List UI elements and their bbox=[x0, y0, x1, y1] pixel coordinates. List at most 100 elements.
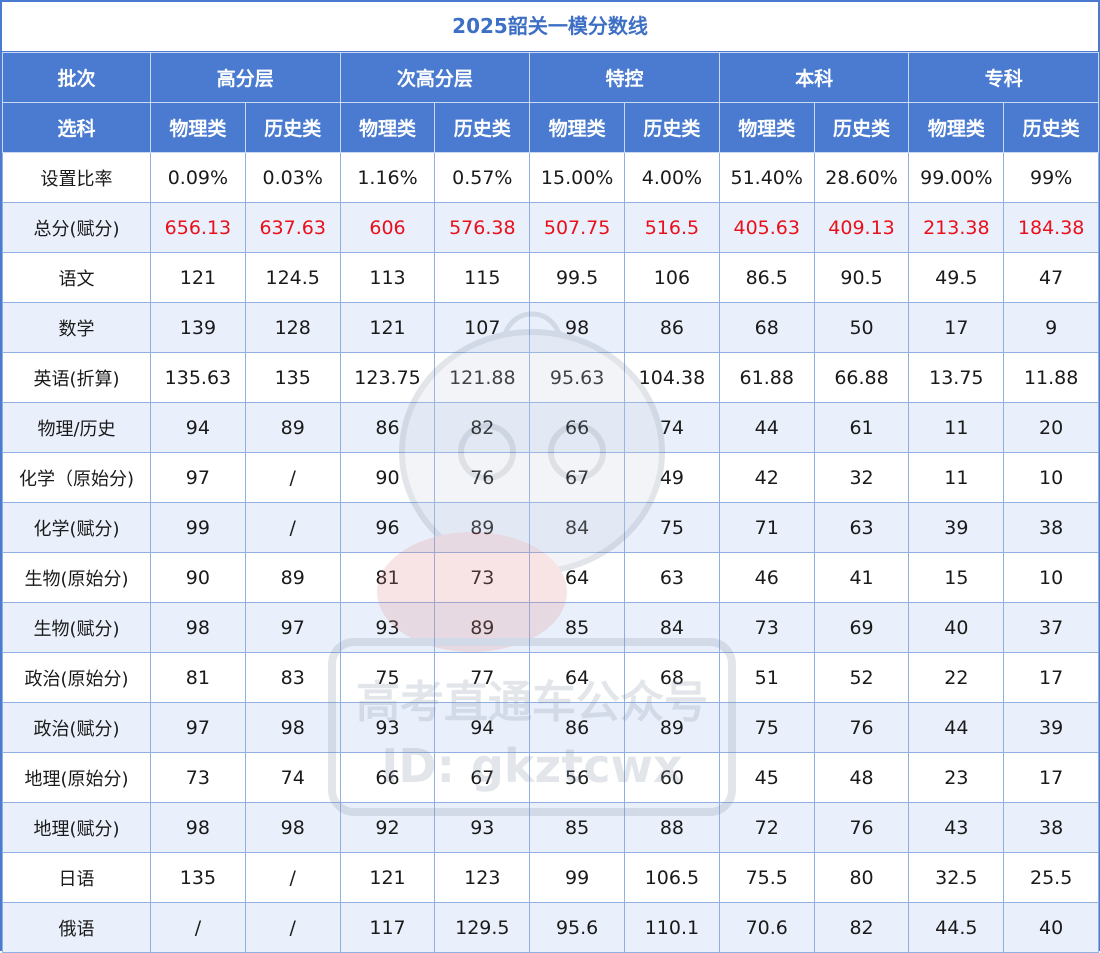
score-cell: 121 bbox=[339, 302, 436, 353]
score-cell: 66 bbox=[529, 402, 626, 453]
table-row: 化学(赋分) 99/96 89 84 75 71 63 39 38 bbox=[2, 502, 1100, 553]
score-cell: 83 bbox=[244, 652, 341, 703]
score-cell: 98 bbox=[244, 702, 341, 753]
score-cell: / bbox=[150, 902, 246, 953]
score-cell: 90 bbox=[150, 552, 246, 603]
page-title: 2025韶关一模分数线 bbox=[2, 2, 1098, 52]
header-batch-label: 批次 bbox=[2, 52, 151, 103]
score-cell: 15 bbox=[908, 552, 1005, 603]
table-body: 设置比率 0.09% 0.03% 1.16% 0.57% 15.00% 4.00% 51.40… bbox=[2, 152, 1100, 953]
header-subject: 物理类 bbox=[718, 102, 815, 153]
score-cell: 39 bbox=[908, 502, 1005, 553]
table-row: 俄语 //117 129.5 95.6 110.1 70.6 82 44.5 40 bbox=[2, 902, 1100, 953]
row-label: 设置比率 bbox=[2, 152, 151, 203]
score-cell: 60 bbox=[624, 752, 720, 803]
header-row-batch: 批次 高分层 次高分层 特控 本科 专科 bbox=[2, 52, 1100, 103]
header-subject: 历史类 bbox=[624, 102, 720, 153]
table-row: 日语 135/121 123 99 106.5 75.5 80 32.5 25.5 bbox=[2, 852, 1100, 903]
score-cell: 656.13 bbox=[150, 202, 246, 253]
score-cell: 82 bbox=[434, 402, 531, 453]
score-cell: 0.09% bbox=[150, 152, 246, 203]
score-cell: 41 bbox=[813, 552, 910, 603]
row-label: 生物(原始分) bbox=[2, 552, 151, 603]
score-cell: 99% bbox=[1003, 152, 1100, 203]
score-cell: 106 bbox=[624, 252, 720, 303]
header-subject: 历史类 bbox=[434, 102, 531, 153]
score-cell: 4.00% bbox=[624, 152, 720, 203]
table-row: 英语(折算) 135.63 135 123.75 121.88 95.63 104.38 61… bbox=[2, 352, 1100, 403]
score-cell: 106.5 bbox=[624, 852, 720, 903]
header-group: 高分层 bbox=[150, 52, 341, 103]
score-cell: 121 bbox=[150, 252, 246, 303]
score-cell: 66.88 bbox=[813, 352, 910, 403]
score-cell: / bbox=[244, 902, 341, 953]
table-row: 政治(赋分) 97 98 93 94 86 89 75 76 44 39 bbox=[2, 702, 1100, 753]
score-cell: 81 bbox=[150, 652, 246, 703]
score-cell: 213.38 bbox=[908, 202, 1005, 253]
score-cell: 48 bbox=[813, 752, 910, 803]
score-cell: 128 bbox=[244, 302, 341, 353]
score-cell: 38 bbox=[1003, 502, 1100, 553]
score-cell: 68 bbox=[624, 652, 720, 703]
score-cell: 75 bbox=[718, 702, 815, 753]
score-cell: 63 bbox=[813, 502, 910, 553]
score-cell: 73 bbox=[718, 602, 815, 653]
score-cell: 135 bbox=[244, 352, 341, 403]
score-cell: 516.5 bbox=[624, 202, 720, 253]
score-cell: 98 bbox=[529, 302, 626, 353]
score-cell: 17 bbox=[1003, 652, 1100, 703]
score-cell: 89 bbox=[244, 552, 341, 603]
score-cell: 95.6 bbox=[529, 902, 626, 953]
score-cell: 89 bbox=[434, 502, 531, 553]
score-cell: 37 bbox=[1003, 602, 1100, 653]
score-cell: 94 bbox=[434, 702, 531, 753]
table-row: 化学（原始分) 97/90 76 67 49 42 32 11 10 bbox=[2, 452, 1100, 503]
score-cell: 135 bbox=[150, 852, 246, 903]
row-label: 地理(赋分) bbox=[2, 802, 151, 853]
score-cell: 63 bbox=[624, 552, 720, 603]
score-cell: 64 bbox=[529, 652, 626, 703]
score-cell: 50 bbox=[813, 302, 910, 353]
table-row: 语文 121 124.5 113 115 99.5 106 86.5 90.5 49.5 47 bbox=[2, 252, 1100, 303]
header-subject: 物理类 bbox=[529, 102, 626, 153]
score-cell: / bbox=[244, 852, 341, 903]
score-cell: 98 bbox=[150, 602, 246, 653]
score-cell: 44 bbox=[908, 702, 1005, 753]
score-cell: 123.75 bbox=[339, 352, 436, 403]
score-cell: 42 bbox=[718, 452, 815, 503]
score-cell: 94 bbox=[150, 402, 246, 453]
score-cell: 76 bbox=[434, 452, 531, 503]
score-cell: 99 bbox=[150, 502, 246, 553]
score-cell: 637.63 bbox=[244, 202, 341, 253]
score-cell: 77 bbox=[434, 652, 531, 703]
score-cell: 104.38 bbox=[624, 352, 720, 403]
table-row: 生物(原始分) 90 89 81 73 64 63 46 41 15 10 bbox=[2, 552, 1100, 603]
header-row-subject: 选科 物理类 历史类 物理类 历史类 物理类 历史类 物理类 历史类 物理类 历… bbox=[2, 102, 1100, 153]
score-cell: 39 bbox=[1003, 702, 1100, 753]
header-subject: 历史类 bbox=[813, 102, 910, 153]
score-cell: 72 bbox=[718, 802, 815, 853]
score-cell: 90 bbox=[339, 452, 436, 503]
score-cell: 99.5 bbox=[529, 252, 626, 303]
score-cell: 96 bbox=[339, 502, 436, 553]
score-cell: 99.00% bbox=[908, 152, 1005, 203]
score-cell: 75.5 bbox=[718, 852, 815, 903]
score-cell: 40 bbox=[1003, 902, 1100, 953]
score-cell: 44.5 bbox=[908, 902, 1005, 953]
score-cell: 23 bbox=[908, 752, 1005, 803]
score-cell: 22 bbox=[908, 652, 1005, 703]
row-label: 总分(赋分) bbox=[2, 202, 151, 253]
score-cell: 81 bbox=[339, 552, 436, 603]
score-cell: 61 bbox=[813, 402, 910, 453]
score-cell: 110.1 bbox=[624, 902, 720, 953]
score-cell: 85 bbox=[529, 602, 626, 653]
score-cell: 61.88 bbox=[718, 352, 815, 403]
score-cell: 45 bbox=[718, 752, 815, 803]
score-cell: 75 bbox=[624, 502, 720, 553]
row-label: 政治(原始分) bbox=[2, 652, 151, 703]
score-cell: 43 bbox=[908, 802, 1005, 853]
score-cell: 56 bbox=[529, 752, 626, 803]
score-cell: 11.88 bbox=[1003, 352, 1100, 403]
score-cell: 576.38 bbox=[434, 202, 531, 253]
score-cell: 11 bbox=[908, 452, 1005, 503]
